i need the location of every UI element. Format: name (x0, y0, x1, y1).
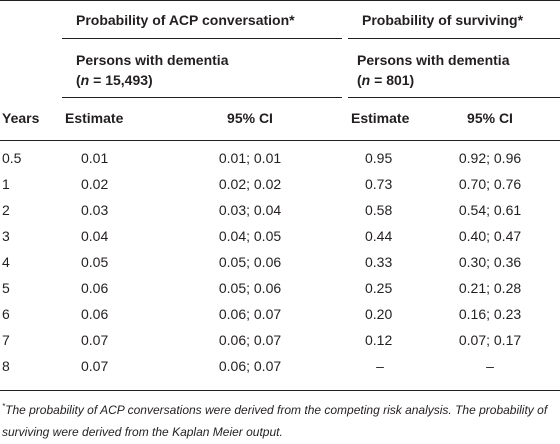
table-row-1-acp-estimate: 0.02 (81, 176, 109, 192)
table-row-2-acp-estimate: 0.03 (81, 202, 109, 218)
column-header-surv-estimate: Estimate (351, 110, 410, 126)
table-row-1-surv-estimate: 0.73 (365, 176, 393, 192)
table-row-4-surv-ci: 0.30; 0.36 (458, 254, 522, 270)
table-row-6-surv-estimate: 0.20 (365, 306, 393, 322)
table-row-4-acp-ci: 0.05; 0.06 (218, 254, 282, 270)
footnote-marker: * (2, 402, 6, 411)
table-row-1-years: 1 (2, 176, 10, 192)
column-header-years: Years (2, 110, 40, 126)
table-row-8-acp-ci: 0.06; 0.07 (218, 358, 282, 374)
table-row-6-years: 6 (2, 306, 10, 322)
column-header-acp-estimate: Estimate (65, 110, 124, 126)
table-row-6-surv-ci: 0.16; 0.23 (458, 306, 522, 322)
column-header-surv-ci: 95% CI (467, 110, 513, 126)
table-row-2-acp-ci: 0.03; 0.04 (218, 202, 282, 218)
table-row-3-acp-estimate: 0.04 (81, 228, 109, 244)
table-row-0-acp-ci: 0.01; 0.01 (218, 150, 282, 166)
column-header-acp-ci: 95% CI (227, 110, 273, 126)
group-rule-surviving (348, 38, 560, 39)
table-top-rule (0, 0, 560, 1)
table-footnote: *The probability of ACP conversations we… (0, 399, 560, 443)
table-row-3-years: 3 (2, 228, 10, 244)
footnote-text: The probability of ACP conversations wer… (2, 403, 548, 439)
table-row-4-surv-estimate: 0.33 (365, 254, 393, 270)
subheader-acp-n: (n = 15,493) (76, 72, 153, 88)
group-header-acp: Probability of ACP conversation* (76, 12, 295, 28)
group-header-surviving: Probability of surviving* (362, 12, 524, 28)
table-row-4-years: 4 (2, 254, 10, 270)
table-row-2-surv-ci: 0.54; 0.61 (458, 202, 522, 218)
table-row-1-acp-ci: 0.02; 0.02 (218, 176, 282, 192)
table-row-0-surv-ci: 0.92; 0.96 (458, 150, 522, 166)
table-row-5-years: 5 (2, 280, 10, 296)
table-row-1-surv-ci: 0.70; 0.76 (458, 176, 522, 192)
table-row-7-surv-estimate: 0.12 (365, 332, 393, 348)
table-row-5-surv-estimate: 0.25 (365, 280, 393, 296)
table-row-5-acp-estimate: 0.06 (81, 280, 109, 296)
table-row-5-surv-ci: 0.21; 0.28 (458, 280, 522, 296)
table-row-2-surv-estimate: 0.58 (365, 202, 393, 218)
table-row-0-acp-estimate: 0.01 (81, 150, 109, 166)
subheader-rule-acp (62, 97, 342, 98)
subheader-surviving-population: Persons with dementia (357, 52, 510, 68)
table-row-8-years: 8 (2, 358, 10, 374)
table-row-5-acp-ci: 0.05; 0.06 (218, 280, 282, 296)
table-bottom-rule (0, 390, 560, 391)
group-rule-acp (62, 38, 342, 39)
subheader-rule-surviving (348, 97, 560, 98)
table-row-4-acp-estimate: 0.05 (81, 254, 109, 270)
table-row-7-years: 7 (2, 332, 10, 348)
table-row-6-acp-estimate: 0.06 (81, 306, 109, 322)
table-row-6-acp-ci: 0.06; 0.07 (218, 306, 282, 322)
subheader-acp-population: Persons with dementia (76, 52, 229, 68)
subheader-surviving-n: (n = 801) (357, 72, 415, 88)
table-row-0-surv-estimate: 0.95 (365, 150, 393, 166)
header-bottom-rule (0, 140, 560, 141)
table-row-7-surv-ci: 0.07; 0.17 (458, 332, 522, 348)
table-row-2-years: 2 (2, 202, 10, 218)
table-row-8-acp-estimate: 0.07 (81, 358, 109, 374)
table-row-7-acp-ci: 0.06; 0.07 (218, 332, 282, 348)
table-row-0-years: 0.5 (2, 150, 22, 166)
table-row-7-acp-estimate: 0.07 (81, 332, 109, 348)
table-row-3-acp-ci: 0.04; 0.05 (218, 228, 282, 244)
table-row-3-surv-estimate: 0.44 (365, 228, 393, 244)
table-row-8-surv-estimate: – (376, 358, 384, 374)
table-row-3-surv-ci: 0.40; 0.47 (458, 228, 522, 244)
table-row-8-surv-ci: – (486, 358, 494, 374)
